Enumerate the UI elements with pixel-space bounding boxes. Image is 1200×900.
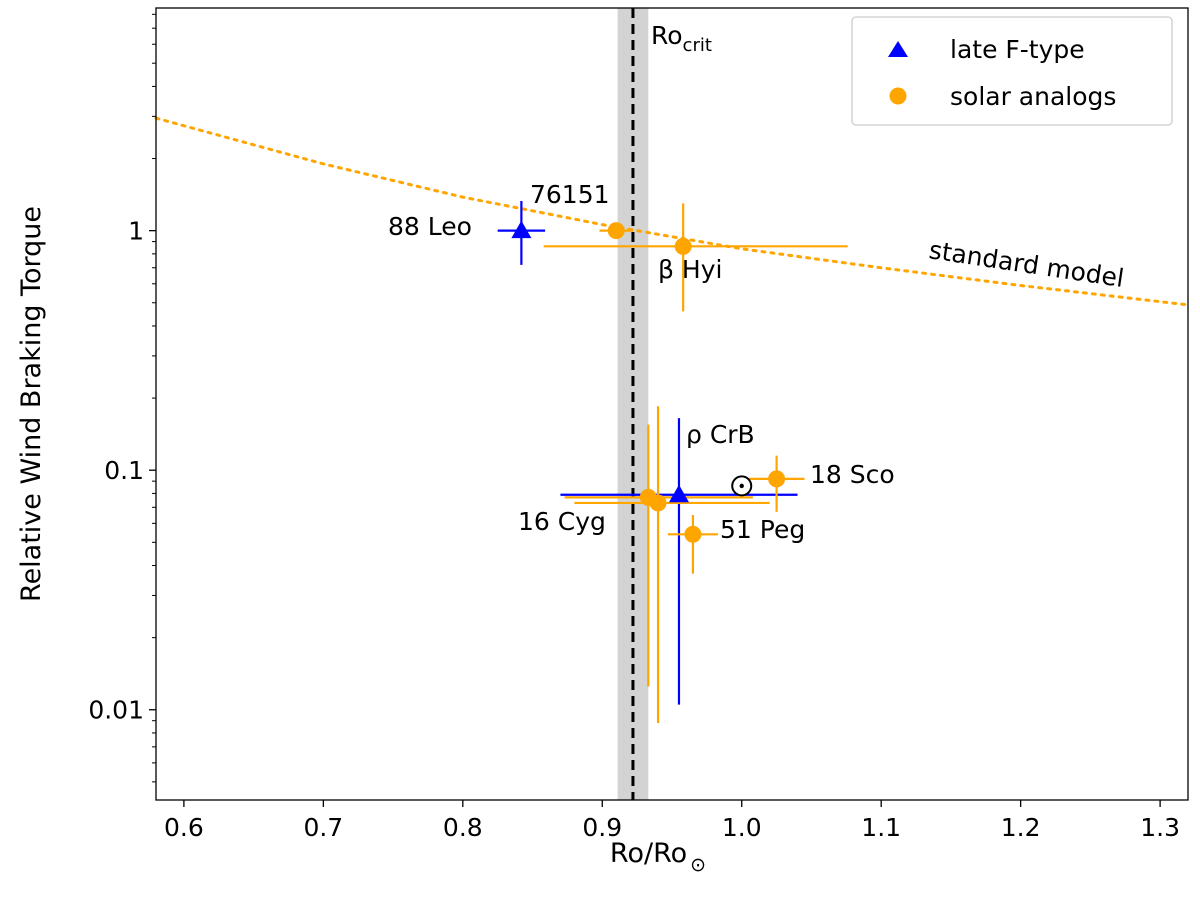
label-rho-crb: ρ CrB xyxy=(686,420,755,449)
x-tick-label-2: 0.8 xyxy=(443,813,483,842)
y-tick-label-0: 0.01 xyxy=(88,696,144,725)
x-axis-title-sun-subscript: ⊙ xyxy=(690,854,706,876)
point-crb xyxy=(668,484,689,503)
point-76151 xyxy=(607,222,625,240)
label-88-leo: 88 Leo xyxy=(388,212,472,241)
legend: late F-type solar analogs xyxy=(851,16,1173,126)
legend-box xyxy=(851,16,1173,126)
point-18-sco xyxy=(768,470,786,488)
y-tick-label-2: 1 xyxy=(128,217,144,246)
point-hyi xyxy=(674,237,692,255)
x-tick-label-4: 1.0 xyxy=(722,813,762,842)
x-tick-label-6: 1.2 xyxy=(1001,813,1041,842)
legend-label-late-f-type: late F-type xyxy=(950,35,1085,64)
point-88-leo xyxy=(511,220,532,239)
point-16-cyg-b xyxy=(649,494,667,512)
legend-marker-solar-analogs xyxy=(889,87,907,105)
point-51-peg xyxy=(684,525,702,543)
standard-model-layer xyxy=(154,116,1190,307)
x-axis-title-main: Ro/Ro xyxy=(610,838,687,869)
legend-marker-late-f-type xyxy=(888,41,908,57)
x-tick-label-3: 0.9 xyxy=(582,813,622,842)
marker-layer xyxy=(511,220,786,543)
label-16-cyg: 16 Cyg xyxy=(518,507,606,536)
label-76151: 76151 xyxy=(530,180,610,209)
standard-model-curve xyxy=(154,116,1190,307)
ro-crit-label-subscript: crit xyxy=(683,35,712,56)
ro-crit-label: Rocrit xyxy=(651,21,712,56)
label-18-sco: 18 Sco xyxy=(810,460,895,489)
sun-symbol-dot xyxy=(739,483,744,489)
label-beta-hyi: β Hyi xyxy=(658,255,722,284)
ro-crit-label-main: Ro xyxy=(651,21,683,50)
x-tick-label-0: 0.6 xyxy=(164,813,204,842)
y-ticks: 0.01 0.1 1 xyxy=(88,13,156,783)
y-axis-title: Relative Wind Braking Torque xyxy=(16,206,47,602)
sun-symbol-layer xyxy=(731,475,753,497)
y-tick-label-1: 0.1 xyxy=(104,456,144,485)
plot-frame xyxy=(155,7,1189,801)
label-51-peg: 51 Peg xyxy=(720,515,805,544)
legend-label-solar-analogs: solar analogs xyxy=(950,82,1116,111)
x-tick-label-7: 1.3 xyxy=(1140,813,1180,842)
x-ticks: 0.6 0.7 0.8 0.9 1.0 1.1 1.2 1.3 xyxy=(164,800,1180,842)
x-tick-label-1: 0.7 xyxy=(303,813,343,842)
x-tick-label-5: 1.1 xyxy=(861,813,901,842)
x-axis-title: Ro/Ro ⊙ xyxy=(610,838,706,876)
